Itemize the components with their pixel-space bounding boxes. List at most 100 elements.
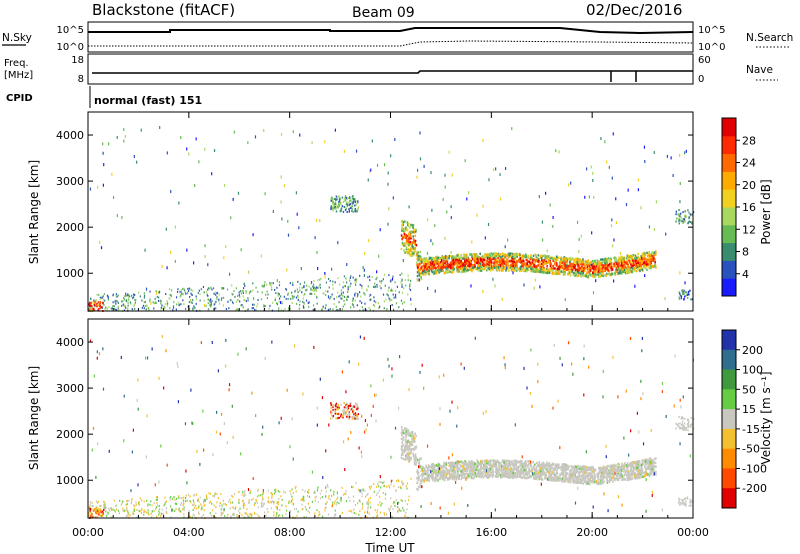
echo-cell	[270, 282, 273, 285]
echo-cell	[327, 290, 329, 293]
echo-cell	[367, 276, 369, 279]
echo-cell	[147, 512, 149, 515]
echo-cell	[637, 261, 640, 265]
echo-cell	[144, 248, 146, 252]
echo-cell	[288, 510, 291, 513]
echo-cell	[686, 294, 689, 297]
echo-cell	[195, 137, 197, 141]
echo-cell	[450, 261, 452, 265]
echo-cell	[192, 499, 194, 502]
echo-cell	[537, 257, 540, 261]
echo-cell	[596, 266, 599, 270]
echo-cell	[494, 284, 496, 288]
echo-cell	[608, 473, 610, 477]
echo-cell	[643, 260, 646, 263]
echo-cell	[442, 269, 445, 273]
echo-cell	[606, 481, 609, 484]
echo-cell	[514, 258, 516, 261]
echo-cell	[212, 494, 214, 497]
echo-cell	[549, 264, 552, 268]
echo-cell	[123, 309, 126, 312]
echo-cell	[465, 269, 468, 273]
echo-cell	[163, 504, 165, 507]
echo-cell	[410, 477, 412, 480]
echo-cell	[335, 198, 337, 201]
echo-cell	[645, 263, 648, 266]
echo-cell	[455, 261, 458, 265]
echo-cell	[386, 307, 388, 310]
echo-cell	[575, 262, 578, 265]
echo-cell	[114, 300, 116, 303]
echo-cell	[211, 502, 213, 505]
echo-cell	[100, 509, 103, 512]
echo-cell	[249, 515, 251, 518]
echo-cell	[180, 294, 182, 297]
echo-cell	[405, 445, 407, 449]
echo-cell	[132, 513, 134, 516]
echo-cell	[443, 464, 446, 468]
echo-cell	[452, 258, 455, 262]
echo-cell	[566, 257, 568, 260]
echo-cell	[242, 505, 245, 508]
echo-cell	[100, 246, 103, 250]
echo-cell	[264, 305, 266, 308]
echo-cell	[473, 474, 476, 478]
echo-cell	[345, 492, 347, 495]
echo-cell	[305, 299, 308, 302]
echo-cell	[169, 294, 171, 297]
echo-cell	[470, 263, 472, 266]
echo-cell	[472, 258, 475, 261]
echo-cell	[567, 266, 570, 270]
echo-cell	[464, 255, 466, 258]
echo-cell	[396, 480, 398, 483]
echo-cell	[519, 254, 522, 257]
echo-cell	[436, 255, 439, 258]
echo-cell	[623, 263, 625, 266]
echo-cell	[621, 473, 623, 476]
echo-cell	[537, 254, 540, 257]
echo-cell	[133, 304, 135, 307]
ytick-label: 3000	[56, 175, 84, 188]
echo-cell	[580, 234, 582, 238]
echo-cell	[569, 265, 571, 269]
echo-cell	[440, 259, 443, 263]
echo-cell	[546, 249, 548, 253]
echo-cell	[416, 250, 419, 254]
echo-cell	[390, 288, 393, 291]
echo-cell	[403, 509, 405, 512]
echo-cell	[218, 293, 220, 296]
echo-cell	[599, 265, 601, 269]
echo-cell	[156, 496, 158, 499]
echo-cell	[417, 251, 420, 254]
echo-cell	[368, 307, 370, 310]
echo-cell	[680, 297, 683, 300]
echo-cell	[216, 501, 218, 504]
echo-cell	[237, 191, 240, 195]
echo-cell	[131, 294, 133, 297]
echo-cell	[641, 259, 644, 263]
echo-cell	[544, 257, 547, 260]
echo-cell	[361, 301, 363, 304]
echo-cell	[364, 489, 366, 492]
echo-cell	[427, 218, 429, 222]
echo-cell	[305, 289, 307, 292]
echo-cell	[291, 488, 293, 491]
echo-cell	[373, 490, 375, 493]
echo-cell	[331, 206, 334, 209]
echo-cell	[678, 219, 681, 222]
echo-cell	[401, 223, 403, 227]
echo-cell	[154, 301, 156, 304]
echo-cell	[511, 255, 514, 259]
echo-cell	[228, 307, 230, 310]
echo-cell	[231, 494, 233, 497]
echo-cell	[128, 294, 130, 297]
echo-cell	[239, 295, 241, 298]
echo-cell	[160, 512, 163, 515]
echo-cell	[236, 308, 238, 311]
echo-cell	[551, 466, 553, 470]
echo-cell	[183, 289, 186, 292]
echo-cell	[349, 499, 351, 502]
echo-cell	[183, 303, 185, 306]
echo-cell	[464, 268, 467, 271]
echo-cell	[313, 491, 315, 494]
